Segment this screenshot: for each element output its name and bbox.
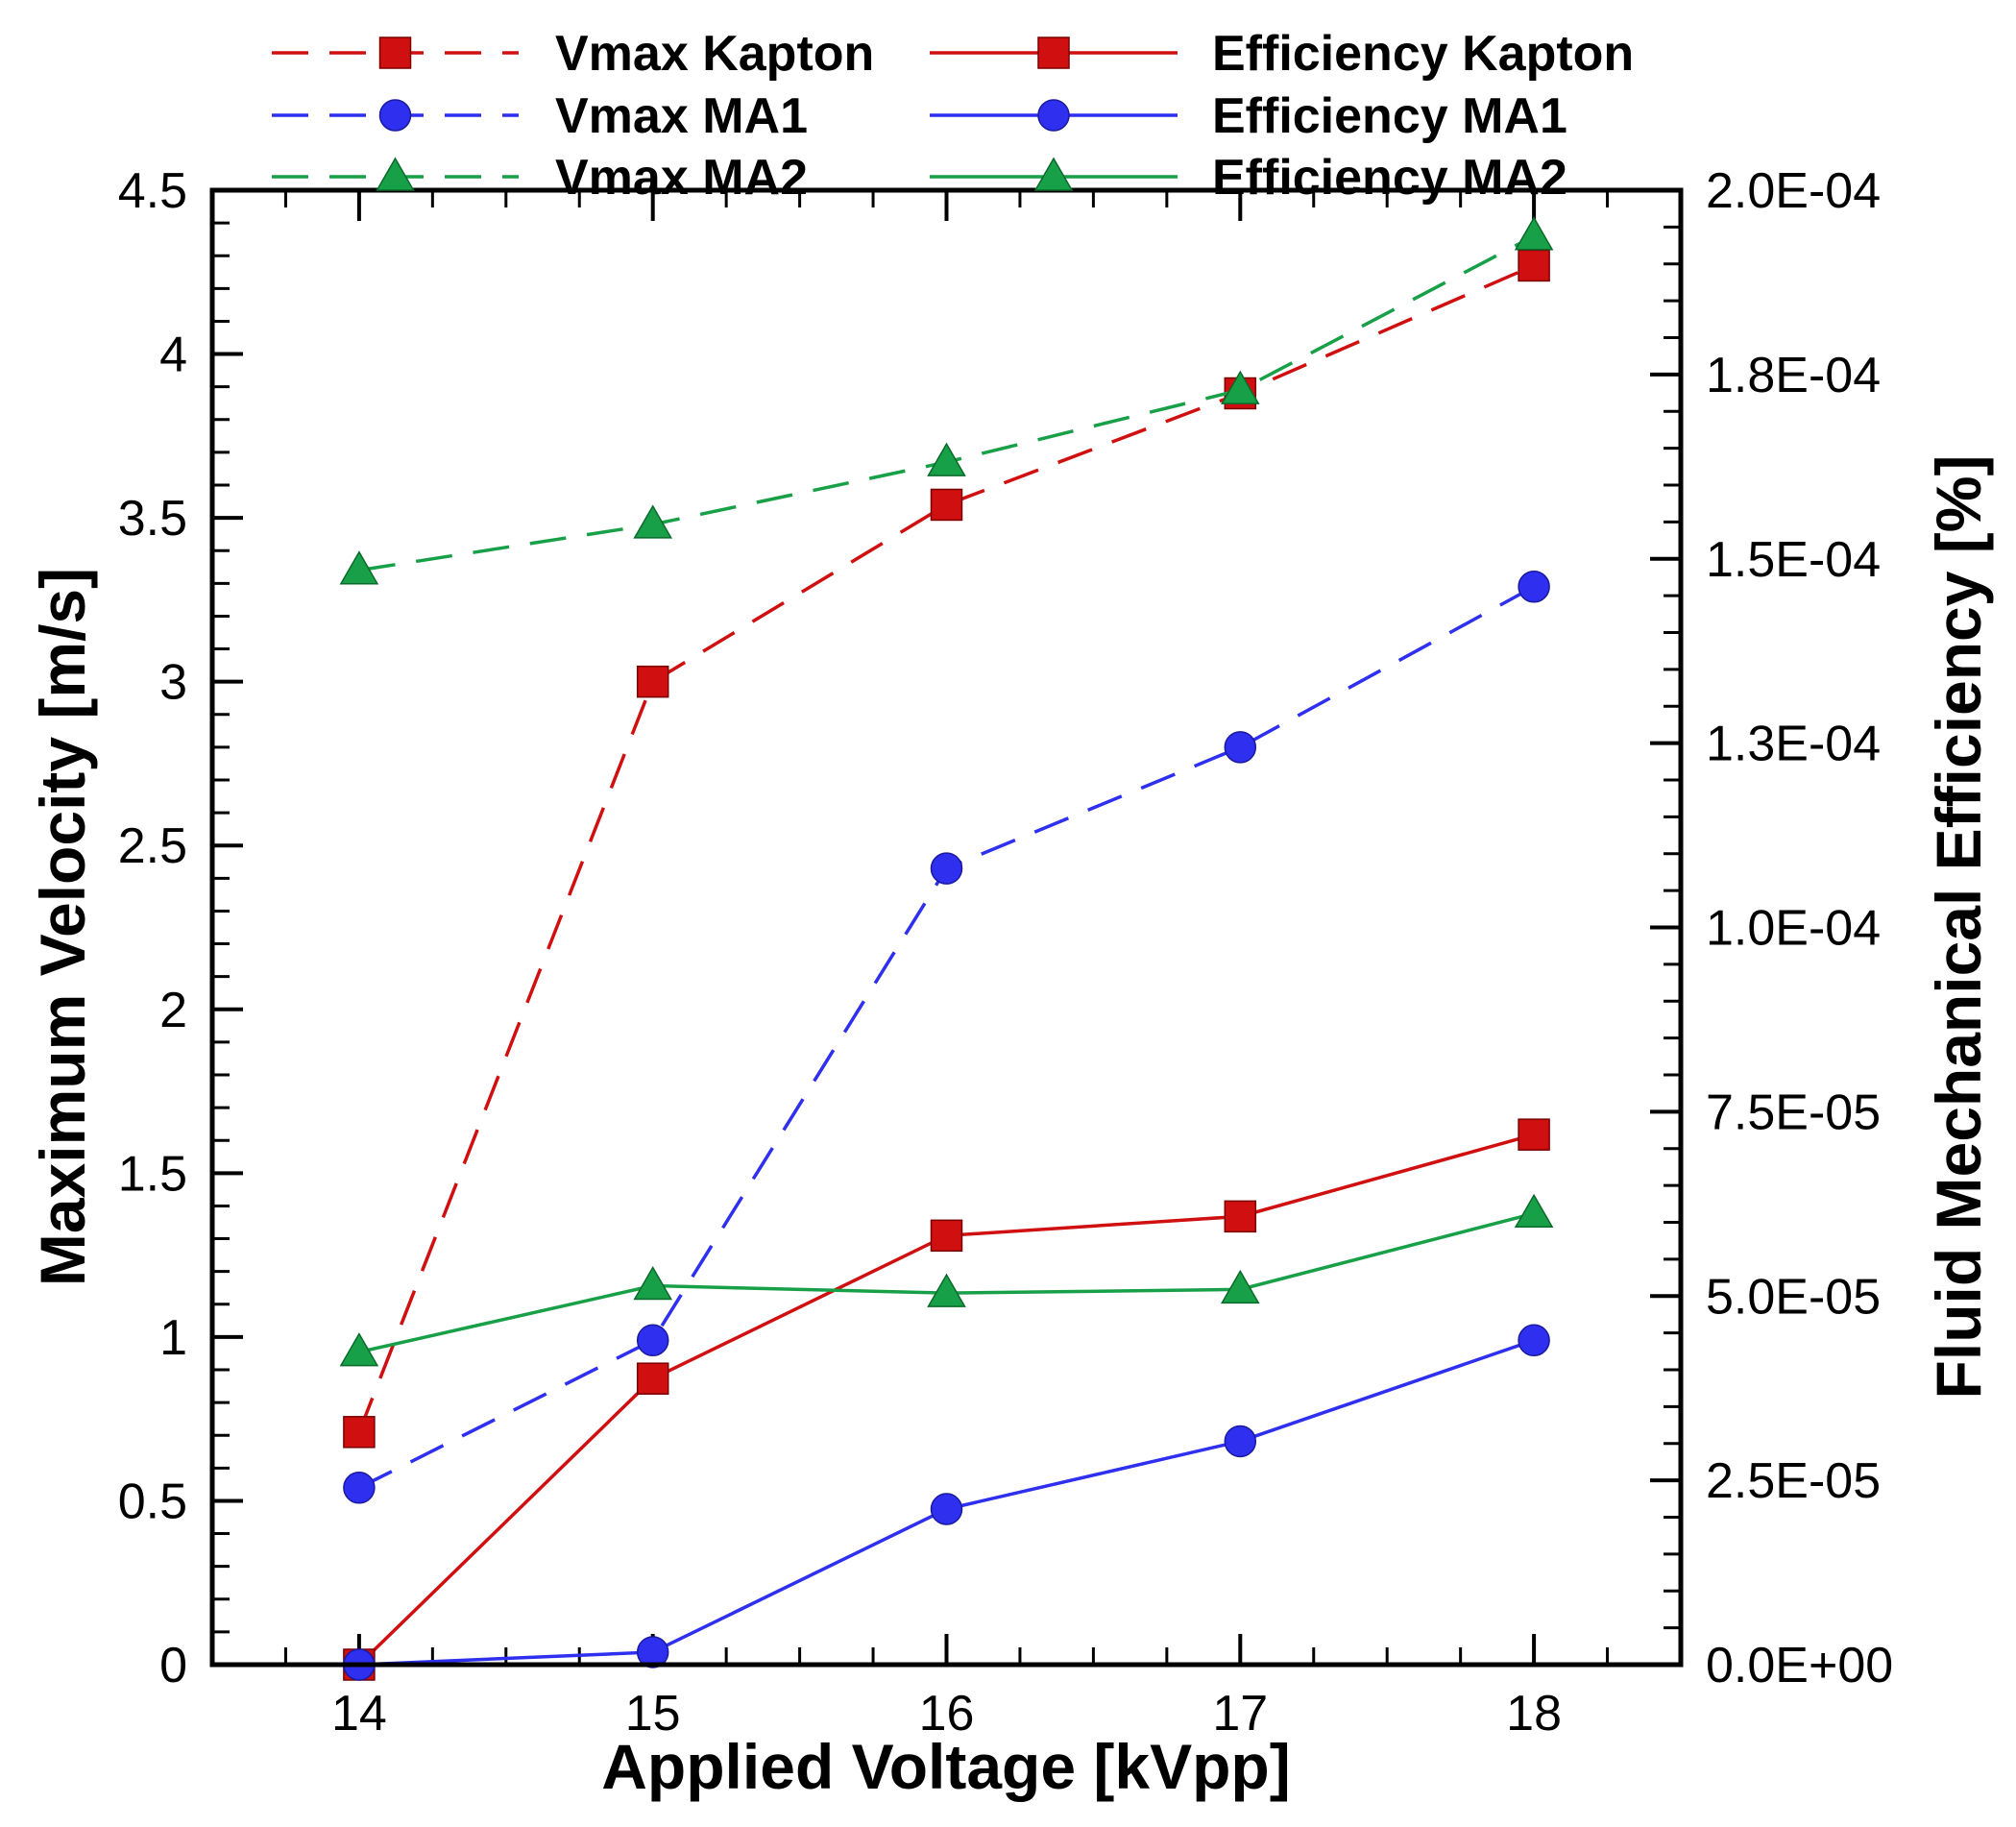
y-left-tick-label: 3.5 xyxy=(118,491,187,547)
data-point-vmax-kapton xyxy=(930,488,963,522)
y-left-tick-label: 1 xyxy=(159,1310,187,1366)
y-left-tick-label: 2.5 xyxy=(118,818,187,874)
x-tick-label: 17 xyxy=(1212,1686,1268,1742)
y-right-tick-label: 1.5E-04 xyxy=(1706,532,1881,588)
y-right-tick-label: 0.0E+00 xyxy=(1706,1638,1893,1693)
y-right-tick-label: 1.8E-04 xyxy=(1706,348,1881,403)
legend-label-efficiency-ma2: Efficiency MA2 xyxy=(1212,150,1567,206)
y-axis-right-title: Fluid Mechanical Efficiency [%] xyxy=(1923,455,1994,1400)
data-point-vmax-ma2 xyxy=(339,550,379,585)
y-right-tick-label: 7.5E-05 xyxy=(1706,1084,1881,1140)
plot-series xyxy=(339,216,1554,1681)
legend-marker-efficiency-kapton xyxy=(1037,37,1070,69)
data-point-vmax-kapton xyxy=(1518,249,1550,282)
legend-label-vmax-ma1: Vmax MA1 xyxy=(555,88,808,144)
legend-marker-efficiency-ma1 xyxy=(1037,99,1070,132)
x-tick-label: 18 xyxy=(1506,1686,1562,1742)
data-point-efficiency-ma2 xyxy=(927,1273,966,1307)
data-point-vmax-ma1 xyxy=(1518,570,1550,603)
y-right-tick-label: 1.0E-04 xyxy=(1706,901,1881,957)
data-point-efficiency-kapton xyxy=(636,1362,669,1395)
y-left-tick-label: 4 xyxy=(159,328,187,383)
data-point-vmax-ma1 xyxy=(930,852,963,885)
legend-marker-vmax-ma1 xyxy=(378,99,412,132)
y-axis-left-title: Maximum Velocity [m/s] xyxy=(27,568,98,1286)
axis-ticks xyxy=(210,188,1683,1667)
y-right-tick-label: 5.0E-05 xyxy=(1706,1269,1881,1325)
y-right-tick-label: 2.5E-05 xyxy=(1706,1453,1881,1509)
series-line-vmax-kapton xyxy=(357,263,1535,1433)
data-point-vmax-kapton xyxy=(343,1416,376,1449)
data-point-efficiency-ma1 xyxy=(930,1493,963,1525)
data-point-efficiency-ma1 xyxy=(1224,1425,1257,1458)
data-point-efficiency-kapton xyxy=(1518,1118,1550,1151)
data-point-vmax-ma2 xyxy=(1514,216,1554,251)
x-tick-label: 15 xyxy=(625,1686,681,1742)
series-efficiency-ma2 xyxy=(339,1193,1554,1367)
y-left-tick-label: 2 xyxy=(159,983,187,1038)
tick-labels: 14 15 16 17 18 0 0.5 1 1.5 2 2.5 3 3.5 4 4.5 0.0E+00 2.5… xyxy=(118,163,1893,1742)
legend-label-vmax-kapton: Vmax Kapton xyxy=(555,26,874,82)
legend-marker-vmax-ma2 xyxy=(376,157,415,191)
data-point-efficiency-ma2 xyxy=(633,1266,672,1301)
series-vmax-kapton xyxy=(343,249,1550,1449)
legend-label-efficiency-kapton: Efficiency Kapton xyxy=(1212,26,1634,82)
legend: Vmax Kapton Vmax MA1 Vmax MA2 Efficiency Ka… xyxy=(272,26,1634,206)
data-point-vmax-ma2 xyxy=(633,504,672,539)
data-point-efficiency-ma2 xyxy=(1514,1193,1554,1229)
data-point-efficiency-kapton xyxy=(1224,1200,1257,1233)
data-point-vmax-ma1 xyxy=(343,1472,376,1504)
data-point-vmax-ma2 xyxy=(927,442,966,476)
data-point-efficiency-ma1 xyxy=(636,1636,669,1669)
data-point-vmax-ma1 xyxy=(1224,731,1257,764)
y-right-tick-label: 2.0E-04 xyxy=(1706,163,1881,219)
x-axis-title: Applied Voltage [kVpp] xyxy=(601,1731,1290,1802)
y-left-tick-label: 4.5 xyxy=(118,163,187,219)
series-efficiency-kapton xyxy=(343,1118,1550,1681)
series-efficiency-ma1 xyxy=(343,1324,1550,1681)
data-point-vmax-ma1 xyxy=(636,1324,669,1357)
series-vmax-ma2 xyxy=(339,216,1554,585)
y-left-tick-label: 0.5 xyxy=(118,1474,187,1529)
x-tick-label: 16 xyxy=(919,1686,975,1742)
legend-label-vmax-ma2: Vmax MA2 xyxy=(555,150,808,206)
series-line-vmax-ma1 xyxy=(358,585,1535,1490)
data-point-vmax-kapton xyxy=(636,665,669,698)
legend-marker-vmax-kapton xyxy=(378,37,412,69)
plot-frame xyxy=(209,187,1684,1668)
y-right-tick-label: 1.3E-04 xyxy=(1706,717,1881,772)
y-left-tick-label: 0 xyxy=(159,1638,187,1693)
y-left-tick-label: 3 xyxy=(159,655,187,711)
data-point-efficiency-ma1 xyxy=(1518,1324,1550,1357)
y-left-tick-label: 1.5 xyxy=(118,1146,187,1202)
data-point-efficiency-ma2 xyxy=(1221,1269,1260,1304)
data-point-efficiency-ma2 xyxy=(339,1332,379,1367)
legend-marker-efficiency-ma2 xyxy=(1033,157,1074,191)
series-vmax-ma1 xyxy=(343,570,1550,1504)
data-point-vmax-ma2 xyxy=(1221,370,1260,404)
x-tick-label: 14 xyxy=(331,1686,387,1742)
data-point-efficiency-kapton xyxy=(930,1219,963,1253)
legend-label-efficiency-ma1: Efficiency MA1 xyxy=(1212,88,1567,144)
